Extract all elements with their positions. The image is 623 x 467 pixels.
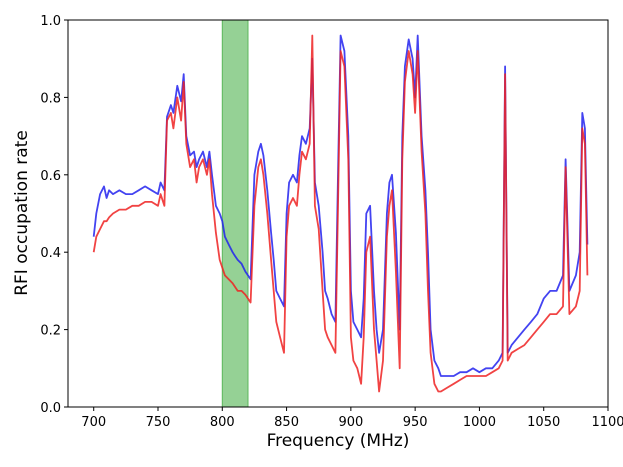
x-axis: 700 750 800 850 900 950 1000 1050 1100 [81,407,623,430]
x-tick-label: 1100 [591,415,623,430]
y-tick-label: 0.0 [40,401,61,416]
series-line-2 [92,34,589,393]
y-tick-label: 0.6 [40,169,61,184]
highlight-band-layer [221,19,249,408]
y-axis-label: RFI occupation rate [12,130,32,296]
y-tick-label: 0.2 [40,324,61,339]
x-tick-label: 900 [338,415,363,430]
y-tick-label: 0.4 [40,246,61,261]
x-tick-label: 1000 [463,415,496,430]
y-axis: 0.0 0.2 0.4 0.6 0.8 1.0 [40,14,68,416]
x-tick-label: 950 [403,415,428,430]
x-tick-label: 1050 [527,415,560,430]
x-tick-label: 700 [81,415,106,430]
y-tick-label: 0.8 [40,91,61,106]
plot-frame [67,19,609,408]
x-axis-label: Frequency (MHz) [267,431,410,451]
x-tick-label: 750 [146,415,171,430]
highlight-band [221,19,249,408]
y-tick-label: 1.0 [40,14,61,29]
x-tick-label: 850 [274,415,299,430]
series-layer [92,34,589,393]
x-tick-label: 800 [210,415,235,430]
